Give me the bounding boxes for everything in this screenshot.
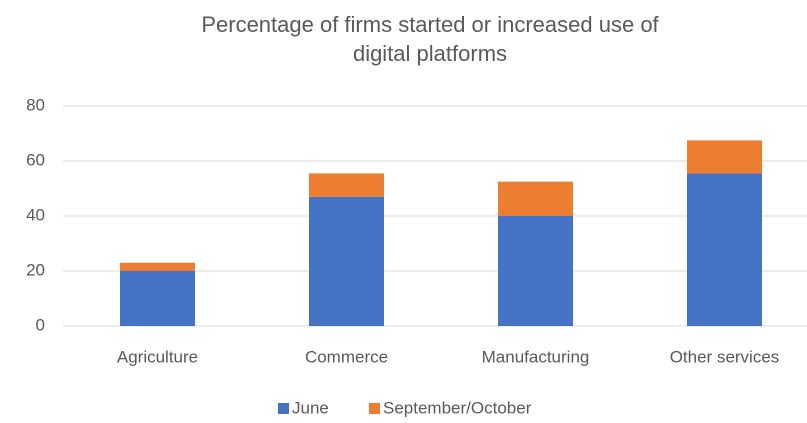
y-tick-label: 20 (26, 260, 45, 279)
bar-segment (120, 262, 195, 271)
legend-swatch (278, 403, 289, 414)
legend-label: September/October (383, 398, 532, 417)
bar-segment (309, 196, 384, 326)
legend-swatch (369, 403, 380, 414)
legend-label: June (292, 398, 329, 417)
chart-title: Percentage of firms started or increased… (201, 12, 659, 66)
y-tick-label: 0 (36, 315, 45, 334)
x-tick-label: Agriculture (117, 347, 198, 366)
bar-segment (498, 181, 573, 216)
x-tick-label: Commerce (305, 347, 388, 366)
y-tick-label: 40 (26, 205, 45, 224)
bar-segment (309, 173, 384, 197)
bar-segment (120, 271, 195, 326)
bar-segment (687, 173, 762, 326)
y-tick-label: 80 (26, 95, 45, 114)
x-tick-label: Manufacturing (482, 347, 590, 366)
x-tick-label: Other services (670, 347, 780, 366)
bar-segment (687, 140, 762, 174)
y-tick-label: 60 (26, 150, 45, 169)
bar-segment (498, 216, 573, 326)
